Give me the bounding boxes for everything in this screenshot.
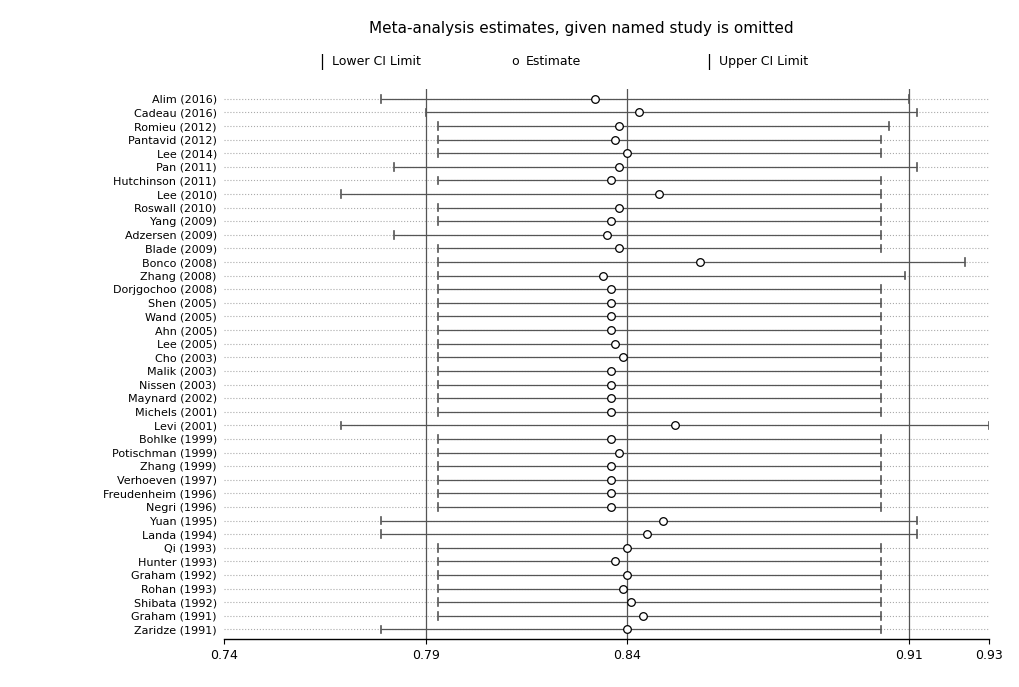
Text: o: o [511, 56, 519, 68]
Text: Estimate: Estimate [525, 56, 580, 68]
Text: |: | [705, 54, 711, 70]
Text: |: | [318, 54, 324, 70]
Text: Upper CI Limit: Upper CI Limit [718, 56, 807, 68]
Text: Lower CI Limit: Lower CI Limit [331, 56, 420, 68]
Text: Meta-analysis estimates, given named study is omitted: Meta-analysis estimates, given named stu… [369, 21, 793, 36]
